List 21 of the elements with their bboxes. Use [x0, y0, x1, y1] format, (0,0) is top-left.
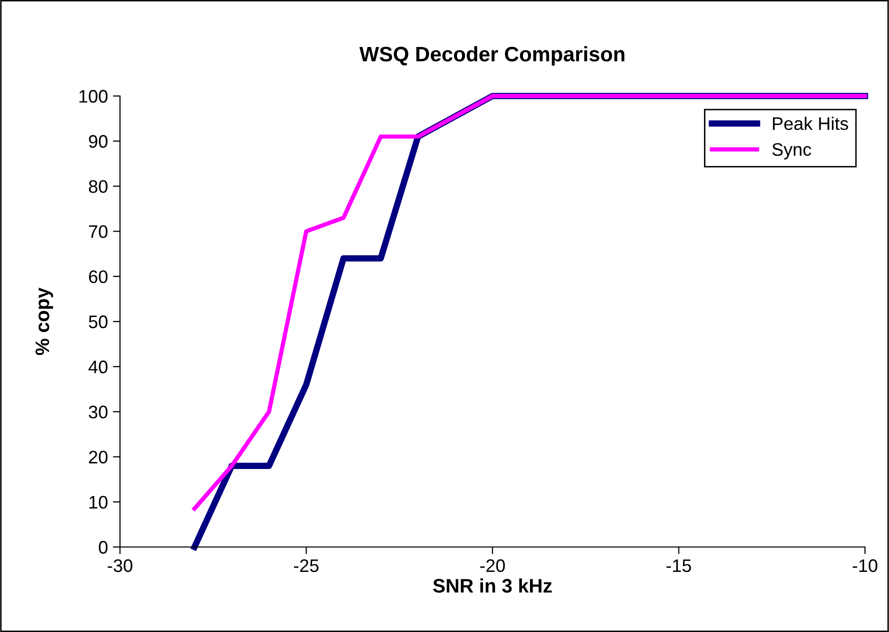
- y-tick-label: 100: [79, 90, 108, 103]
- y-tick-label: 0: [98, 540, 108, 554]
- y-tick-label: 80: [88, 180, 108, 193]
- x-tick-label: -10: [852, 559, 878, 572]
- legend-label: Peak Hits: [772, 116, 848, 130]
- chart-title: WSQ Decoder Comparison: [359, 46, 624, 66]
- x-tick-label: -15: [666, 559, 692, 572]
- y-tick-label: 60: [89, 270, 108, 284]
- y-tick-label: 70: [89, 225, 108, 238]
- x-tick-label: -20: [480, 559, 505, 572]
- x-axis-title: SNR in 3 kHz: [433, 578, 552, 593]
- y-tick-label: 30: [88, 406, 108, 418]
- legend-label: Sync: [772, 143, 812, 160]
- y-tick-label: 10: [89, 496, 108, 509]
- y-tick-label: 40: [88, 360, 108, 374]
- y-axis-title: % copy: [36, 288, 54, 356]
- y-tick-label: 90: [88, 135, 108, 148]
- y-tick-label: 20: [89, 450, 108, 464]
- x-tick-label: -25: [294, 559, 319, 572]
- x-tick-label: -30: [108, 559, 132, 572]
- y-tick-label: 50: [88, 315, 108, 328]
